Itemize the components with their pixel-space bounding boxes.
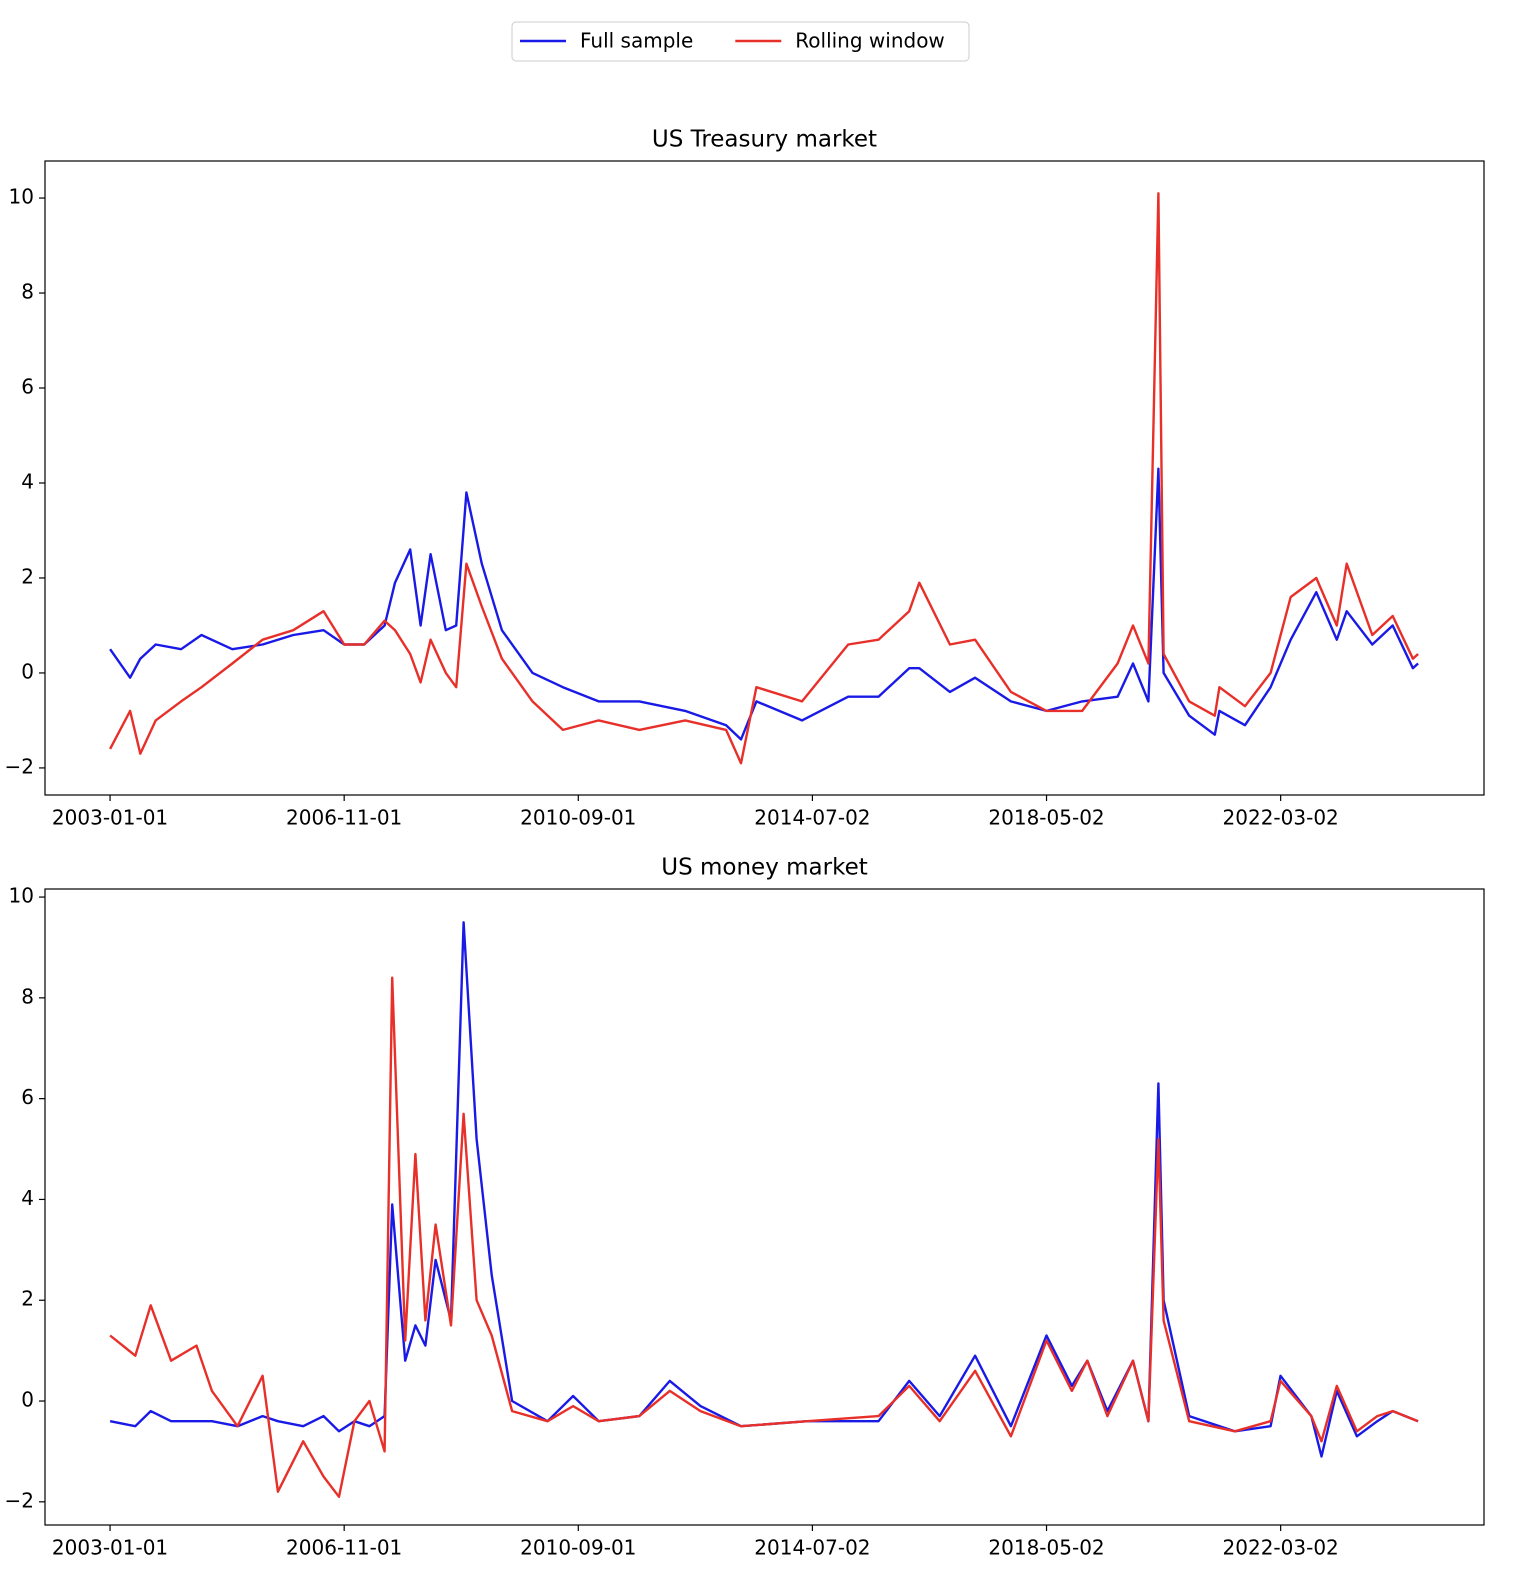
y-tick-label: 4 (21, 1186, 34, 1210)
x-tick-label: 2003-01-01 (52, 1536, 168, 1560)
series-line (109, 976, 1419, 1498)
series-line (109, 921, 1419, 1458)
x-tick-label: 2010-09-01 (520, 806, 636, 830)
plot-frame (44, 888, 1485, 1526)
y-tick-label: 0 (21, 1388, 34, 1412)
y-tick-label: 4 (21, 469, 34, 493)
x-tick-label: 2014-07-02 (754, 1536, 870, 1560)
x-tick-label: 2022-03-02 (1223, 806, 1339, 830)
y-tick-label: 10 (9, 185, 34, 209)
y-tick-label: 6 (21, 375, 34, 399)
series-line (109, 192, 1419, 765)
chart-title: US money market (661, 855, 868, 881)
plot-frame (44, 160, 1485, 796)
x-tick-label: 2018-05-02 (988, 1536, 1104, 1560)
legend-label: Rolling window (795, 29, 945, 53)
x-tick-label: 2006-11-01 (286, 1536, 402, 1560)
y-tick-label: 2 (21, 564, 34, 588)
series-line (109, 467, 1419, 741)
x-tick-label: 2010-09-01 (520, 1536, 636, 1560)
y-tick-label: 6 (21, 1085, 34, 1109)
x-tick-label: 2018-05-02 (988, 806, 1104, 830)
y-tick-label: −2 (5, 754, 34, 778)
x-tick-label: 2003-01-01 (52, 806, 168, 830)
chart-title: US Treasury market (652, 127, 877, 153)
y-tick-label: 10 (9, 884, 34, 908)
y-tick-label: −2 (5, 1488, 34, 1512)
x-tick-label: 2014-07-02 (754, 806, 870, 830)
y-tick-label: 2 (21, 1287, 34, 1311)
x-tick-label: 2006-11-01 (286, 806, 402, 830)
y-tick-label: 0 (21, 659, 34, 683)
x-tick-label: 2022-03-02 (1223, 1536, 1339, 1560)
y-tick-label: 8 (21, 280, 34, 304)
legend-label: Full sample (580, 29, 693, 53)
y-tick-label: 8 (21, 984, 34, 1008)
